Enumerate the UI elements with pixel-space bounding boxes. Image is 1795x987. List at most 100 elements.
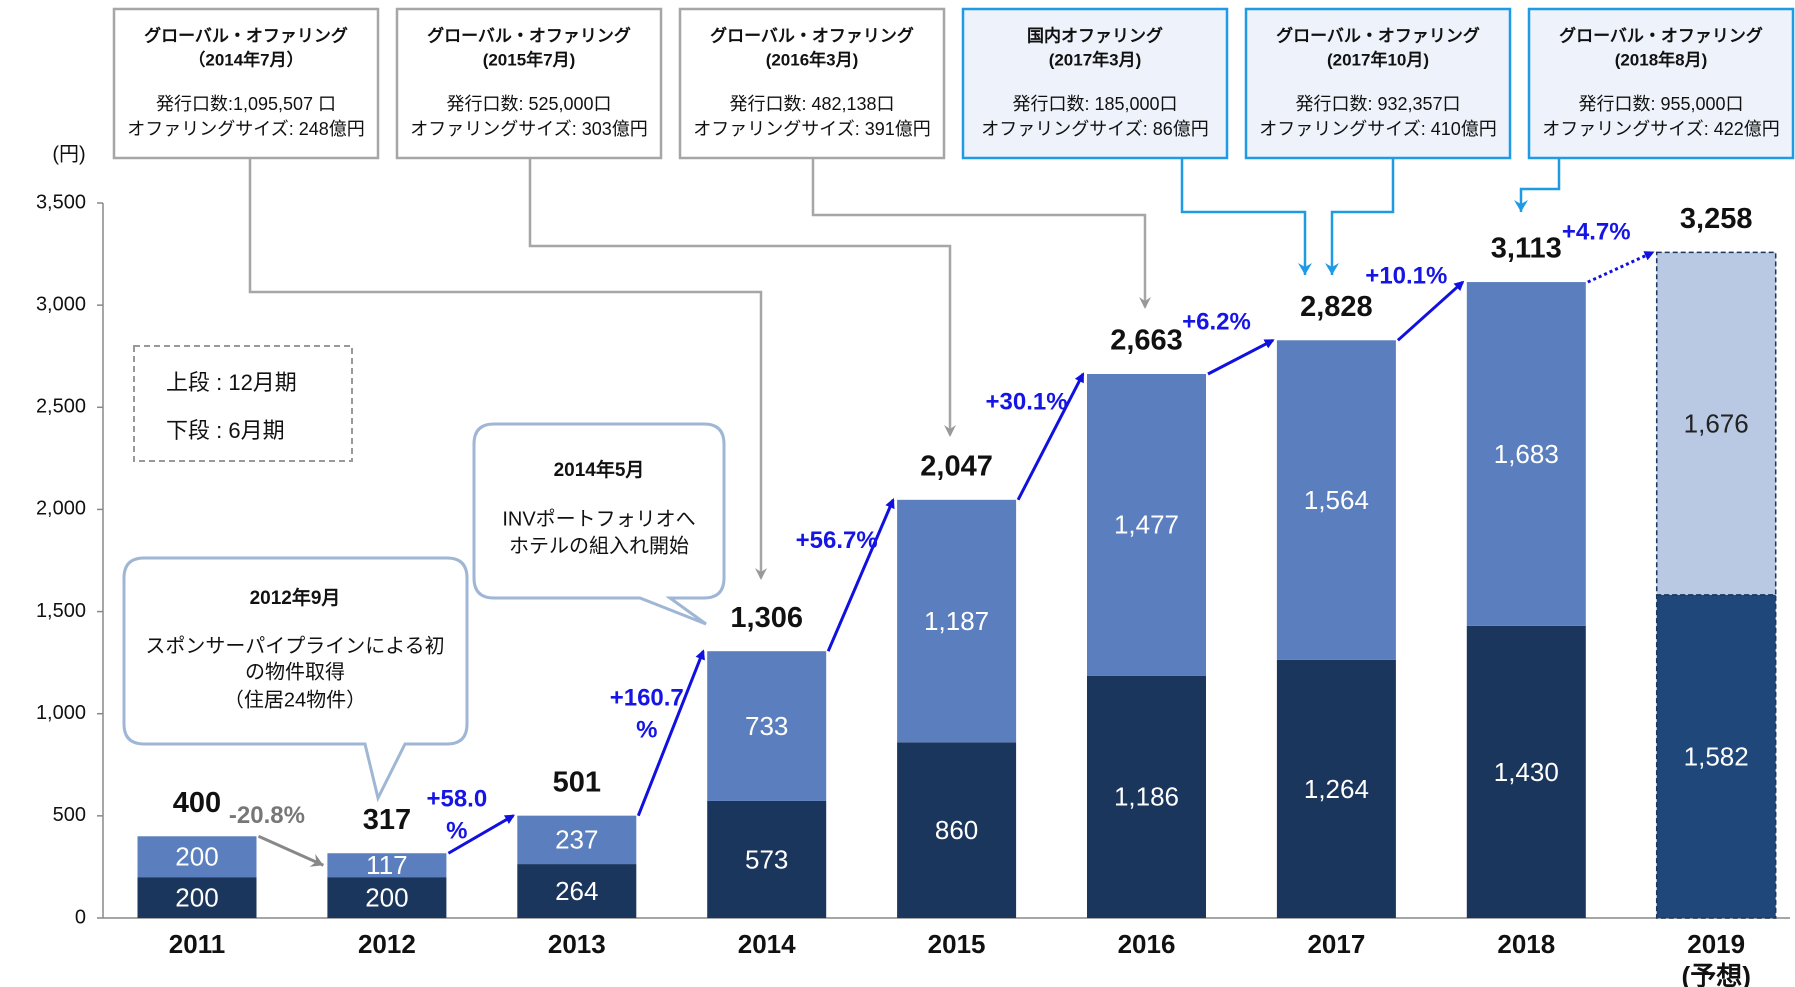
bar-segment xyxy=(1087,675,1206,918)
total-label: 2,047 xyxy=(920,450,993,482)
callout-line: スポンサーパイプラインによる初 xyxy=(145,634,444,657)
bar-segment xyxy=(517,864,637,918)
bar-segment xyxy=(1466,625,1586,918)
offering-box xyxy=(1527,7,1795,160)
segment-label: 1,676 xyxy=(1684,409,1749,439)
growth-label: +10.1% xyxy=(1365,263,1447,290)
offering-box xyxy=(961,7,1229,160)
bar-segment xyxy=(1276,659,1396,918)
callout-title: 2014年5月 xyxy=(554,458,645,481)
x-tick-label: 2017 xyxy=(1307,929,1365,959)
growth-label: +56.7% xyxy=(796,527,878,554)
offering-size: オファリングサイズ: 86億円 xyxy=(981,119,1208,139)
offering-units: 発行口数: 482,138口 xyxy=(729,94,894,114)
growth-arrow xyxy=(636,649,705,817)
callout-title: 2012年9月 xyxy=(250,586,341,609)
offering-units: 発行口数: 955,000口 xyxy=(1578,94,1743,114)
callout-line: の物件取得 xyxy=(245,660,345,683)
segment-label: 1,187 xyxy=(924,606,989,636)
segment-label: 573 xyxy=(745,844,788,874)
bar-segment xyxy=(707,651,827,801)
segment-label: 1,564 xyxy=(1304,485,1369,515)
connector xyxy=(1325,158,1395,275)
offering-date: （2014年7月） xyxy=(188,49,303,69)
x-tick-label: 2011 xyxy=(169,929,225,959)
offering-title: 国内オファリング xyxy=(1027,25,1163,45)
total-label: 1,306 xyxy=(730,602,803,634)
total-label: 3,258 xyxy=(1680,203,1753,235)
growth-label: +30.1% xyxy=(986,388,1068,415)
segment-label: 1,683 xyxy=(1494,439,1559,469)
growth-label: +160.7% xyxy=(610,685,684,744)
offering-units: 発行口数: 525,000口 xyxy=(446,94,611,114)
offering-size: オファリングサイズ: 248億円 xyxy=(127,119,365,139)
x-tick-label: 2018 xyxy=(1497,929,1555,959)
offering-box xyxy=(678,7,946,160)
segment-label: 1,582 xyxy=(1684,741,1749,771)
growth-arrow xyxy=(1587,251,1655,284)
bar-segment xyxy=(897,742,1017,918)
y-tick-label: 500 xyxy=(53,804,86,826)
bar-segment xyxy=(707,800,827,918)
x-tick-label: 2015 xyxy=(928,929,986,959)
segment-label: 1,430 xyxy=(1494,757,1559,787)
y-unit: (円) xyxy=(52,143,85,165)
bar-segment xyxy=(897,499,1017,743)
growth-label: +4.7% xyxy=(1562,219,1631,246)
callout-bubble xyxy=(122,556,469,803)
bar-segment xyxy=(137,877,257,918)
segment-label: 860 xyxy=(935,815,978,845)
connector xyxy=(248,158,767,580)
segment-label: 117 xyxy=(366,850,407,880)
segment-label: 733 xyxy=(745,711,788,741)
legend-entry: 下段 : 6月期 xyxy=(166,418,285,443)
growth-arrow xyxy=(257,834,325,867)
offering-date: (2016年3月) xyxy=(766,49,859,69)
segment-label: 200 xyxy=(175,882,218,912)
offering-title: グローバル・オファリング xyxy=(427,25,631,45)
y-tick-label: 0 xyxy=(75,906,86,928)
bar-segment xyxy=(517,815,637,865)
y-tick-label: 3,000 xyxy=(36,293,86,315)
growth-arrow xyxy=(1016,372,1085,501)
segment-label: 1,477 xyxy=(1114,510,1179,540)
x-tick-label: 2012 xyxy=(358,929,416,959)
offering-box xyxy=(1244,7,1512,160)
bar-segment xyxy=(327,853,447,878)
growth-arrow xyxy=(447,814,516,855)
growth-label: +58.0% xyxy=(426,786,487,845)
segment-label: 1,264 xyxy=(1304,774,1369,804)
offering-size: オファリングサイズ: 303億円 xyxy=(410,119,648,139)
total-label: 400 xyxy=(173,787,221,819)
y-tick-label: 2,500 xyxy=(36,396,86,418)
offering-size: オファリングサイズ: 422億円 xyxy=(1542,119,1780,139)
segment-label: 200 xyxy=(175,842,218,872)
bar-segment xyxy=(1655,251,1777,596)
total-label: 317 xyxy=(363,804,411,836)
offering-title: グローバル・オファリング xyxy=(710,25,914,45)
segment-label: 1,186 xyxy=(1114,782,1179,812)
total-label: 2,828 xyxy=(1300,291,1373,323)
connector xyxy=(528,158,956,437)
offering-units: 発行口数:1,095,507 口 xyxy=(156,94,336,114)
growth-arrow xyxy=(826,497,895,652)
bar-segment xyxy=(1087,373,1206,676)
bar-segment xyxy=(1276,340,1396,660)
legend-box xyxy=(133,345,353,462)
y-tick-label: 1,500 xyxy=(36,600,86,622)
x-tick-label: 2014 xyxy=(738,929,796,959)
offering-title: グローバル・オファリング xyxy=(144,25,348,45)
bar-segment xyxy=(327,877,447,918)
growth-label: -20.8% xyxy=(229,802,305,829)
callout-bubble xyxy=(472,422,726,626)
offering-date: (2018年8月) xyxy=(1615,49,1708,69)
offering-date: (2017年10月) xyxy=(1327,49,1429,69)
total-label: 3,113 xyxy=(1491,233,1562,265)
offering-units: 発行口数: 185,000口 xyxy=(1012,94,1177,114)
offering-title: グローバル・オファリング xyxy=(1559,25,1763,45)
legend-entry: 上段 : 12月期 xyxy=(166,370,297,395)
offering-size: オファリングサイズ: 410億円 xyxy=(1259,119,1497,139)
y-tick-label: 2,000 xyxy=(36,498,86,520)
callout-line: INVポートフォリオへ xyxy=(502,507,695,530)
